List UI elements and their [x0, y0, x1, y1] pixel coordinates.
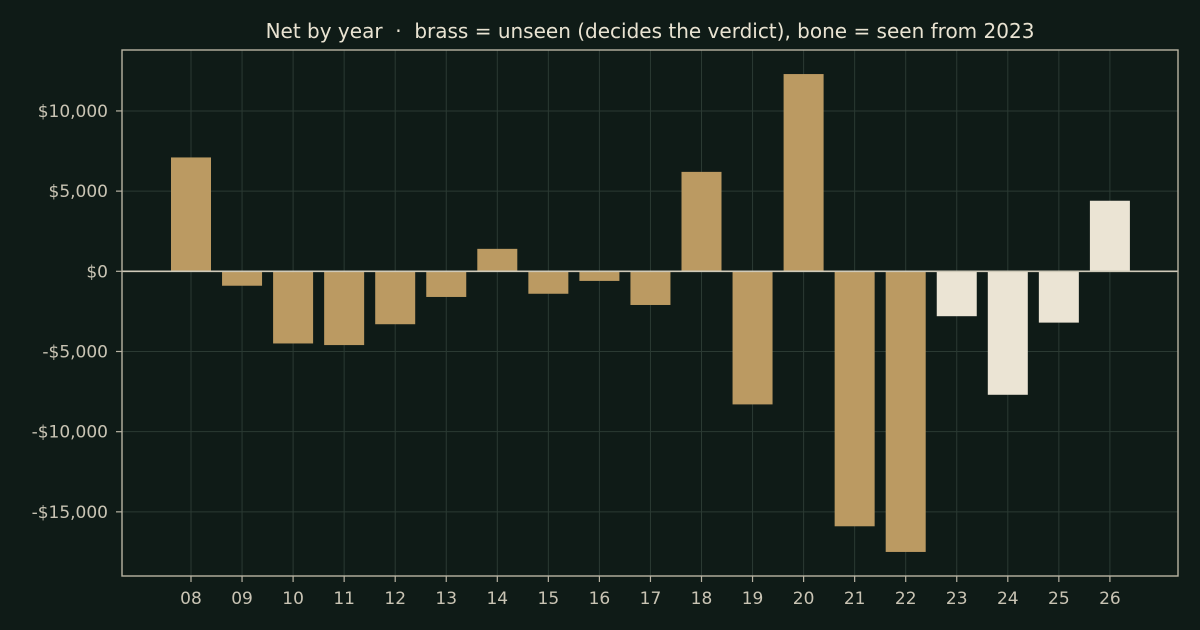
- bar-11: [324, 271, 365, 346]
- x-tick-label: 10: [282, 589, 304, 609]
- y-tick-label: $10,000: [38, 102, 108, 122]
- bar-08: [171, 157, 211, 272]
- x-tick-label: 14: [486, 589, 508, 609]
- bar-19: [732, 271, 773, 405]
- x-tick-label: 18: [691, 589, 713, 609]
- x-tick-label: 26: [1099, 589, 1121, 609]
- bar-20: [783, 74, 824, 272]
- x-tick-label: 25: [1048, 589, 1070, 609]
- bar-18: [681, 171, 722, 272]
- bar-25: [1038, 271, 1079, 323]
- y-tick-label: -$10,000: [32, 423, 108, 443]
- bar-16: [579, 271, 620, 281]
- x-tick-label: 16: [589, 589, 611, 609]
- bar-22: [885, 271, 926, 552]
- bars-layer: [171, 74, 1130, 552]
- x-tick-label: 09: [231, 589, 253, 609]
- x-tick-label: 08: [180, 589, 202, 609]
- x-tick-label: 17: [640, 589, 662, 609]
- x-tick-label: 19: [742, 589, 764, 609]
- bar-15: [528, 271, 569, 294]
- x-axis-ticks: 08 09 10 11 12 13 14 15 16 17 18 19 20 21 22 23 24 25 26: [180, 576, 1121, 609]
- x-tick-label: 13: [435, 589, 457, 609]
- bar-13: [426, 271, 467, 297]
- bar-24: [987, 271, 1028, 395]
- x-tick-label: 22: [895, 589, 917, 609]
- bar-09: [222, 271, 263, 286]
- bar-14: [477, 248, 518, 272]
- bar-10: [273, 271, 314, 344]
- bar-12: [375, 271, 416, 325]
- y-tick-label: $0: [86, 262, 108, 282]
- x-tick-label: 23: [946, 589, 968, 609]
- y-tick-label: $5,000: [49, 182, 108, 202]
- y-axis-ticks: $10,000 $5,000 $0 -$5,000 -$10,000 -$15,000: [32, 102, 122, 523]
- x-tick-label: 24: [997, 589, 1019, 609]
- x-tick-label: 11: [333, 589, 355, 609]
- bar-23: [936, 271, 977, 317]
- y-tick-label: -$5,000: [42, 342, 108, 362]
- x-tick-label: 21: [844, 589, 866, 609]
- chart-title: Net by year · brass = unseen (decides th…: [266, 19, 1035, 43]
- bar-17: [630, 271, 671, 305]
- bar-21: [834, 271, 875, 527]
- y-tick-label: -$15,000: [32, 503, 108, 523]
- x-tick-label: 12: [384, 589, 406, 609]
- x-tick-label: 15: [538, 589, 560, 609]
- x-tick-label: 20: [793, 589, 815, 609]
- bar-26: [1089, 200, 1130, 272]
